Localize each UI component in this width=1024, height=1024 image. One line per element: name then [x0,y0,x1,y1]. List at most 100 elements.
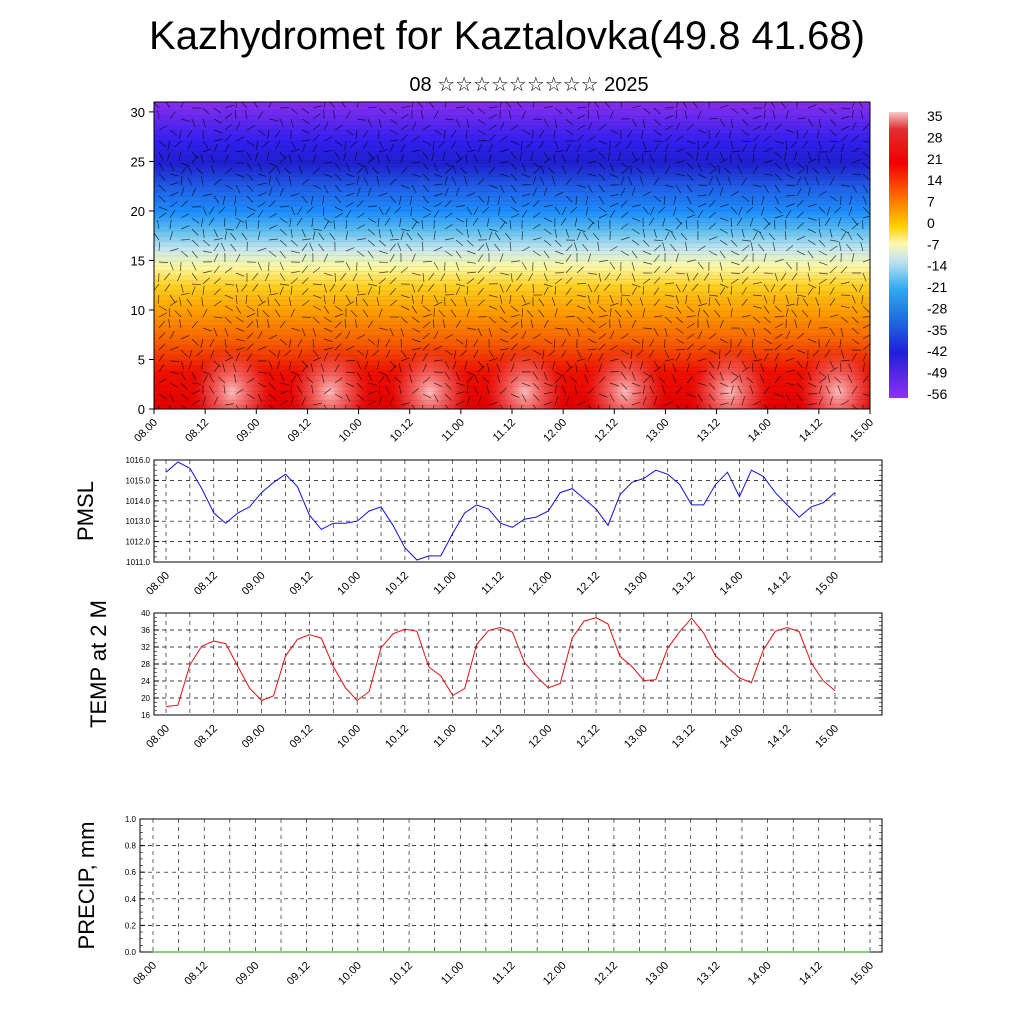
wind-vector [213,300,222,307]
wind-vector [642,338,644,349]
wind-vector [685,242,688,252]
wind-vector [279,156,287,164]
wind-vector [631,371,636,381]
wind-vector [774,323,784,329]
wind-vector [675,222,683,230]
wind-vector [455,250,462,259]
x-tick-label: 11.00 [431,723,458,750]
wind-vector [442,151,446,161]
wind-vector [620,250,629,256]
wind-vector [565,287,572,296]
wind-vector [367,217,376,223]
wind-vector [444,404,450,409]
wind-vector [411,173,421,178]
wind-vector [598,124,607,131]
wind-vector [191,156,199,164]
wind-vector [257,173,267,177]
wind-vector [431,151,435,161]
wind-vector [719,204,729,208]
wind-vector [561,206,567,216]
wind-vector [389,265,397,274]
wind-vector [548,167,556,175]
wind-vector [727,297,732,307]
wind-vector [609,382,619,387]
wind-vector [433,393,439,403]
wind-vector [763,386,770,395]
wind-vector [840,153,842,164]
wind-vector [444,212,453,219]
wind-vector [629,165,633,175]
wind-vector [785,261,792,270]
wind-vector [455,217,465,223]
wind-vector [675,294,680,304]
y-tick-label: 10 [131,303,145,318]
wind-vector [719,349,721,360]
wind-vector [510,332,519,340]
wind-vector [400,305,410,311]
wind-vector [499,294,503,304]
x-tick-label: 11.00 [439,960,466,987]
wind-vector [774,123,782,131]
wind-vector [615,272,622,281]
wind-vector [488,401,498,406]
wind-vector [400,105,410,109]
wind-vector [543,118,549,128]
wind-vector [389,178,397,186]
wind-vector [474,374,479,384]
wind-vector [631,338,641,344]
wind-vector [675,121,681,131]
wind-vector [224,104,234,109]
wind-vector [653,327,659,337]
wind-vector [301,139,311,142]
wind-vector [488,266,496,274]
x-tick-label: 14.00 [718,570,746,598]
wind-vector [473,385,479,395]
wind-vector [752,134,760,142]
wind-vector [802,140,809,149]
x-tick-label: 08.12 [182,960,210,988]
wind-vector [488,316,496,324]
colorbar-label: -14 [927,258,947,274]
wind-vector [840,400,849,406]
wind-vector [345,371,355,374]
wind-vector [321,374,325,384]
wind-vector [158,332,166,340]
wind-vector [804,176,809,186]
wind-vector [334,212,343,219]
wind-vector [642,278,651,285]
wind-vector [751,363,754,373]
wind-vector [257,231,261,241]
wind-vector [791,272,798,281]
wind-vector [642,250,652,255]
wind-vector [741,360,747,370]
wind-vector [389,243,396,252]
wind-vector [191,118,196,128]
wind-vector [169,300,178,307]
wind-vector [543,187,548,197]
wind-vector [598,343,606,351]
wind-vector [631,217,641,222]
wind-vector [741,245,750,252]
wind-vector [257,129,266,136]
wind-vector [444,283,447,293]
wind-vector [444,334,453,340]
wind-vector [202,286,205,296]
wind-vector [333,294,336,304]
wind-vector [157,220,160,230]
wind-vector [576,154,579,164]
wind-vector [587,387,595,395]
wind-vector [653,129,662,136]
contour-line [154,265,870,269]
wind-vector [201,176,204,186]
wind-vector [565,299,573,307]
wind-vector [253,102,259,109]
wind-vector [649,385,655,395]
wind-vector [829,118,837,126]
wind-vector [323,184,329,194]
wind-vector [532,371,539,380]
wind-vector [451,176,457,186]
wind-vector [340,283,347,292]
wind-vector [191,371,197,381]
wind-vector [818,261,828,266]
wind-vector [257,210,263,219]
